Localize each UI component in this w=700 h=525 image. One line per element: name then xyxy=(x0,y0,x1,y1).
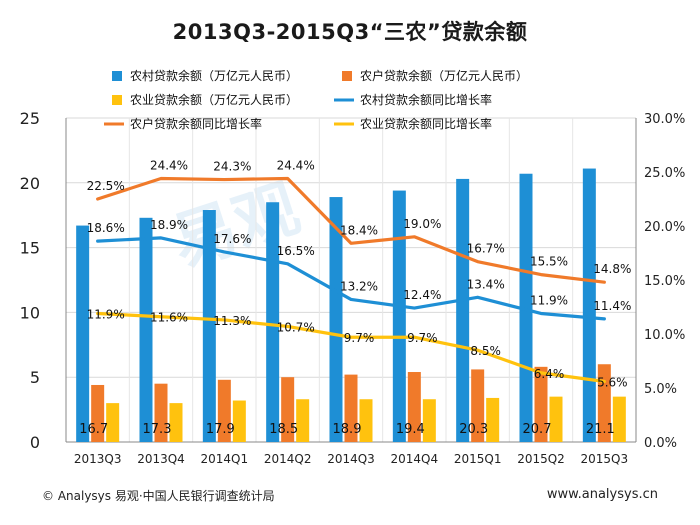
bar-agri-loans xyxy=(106,403,120,442)
line-agri-growth-value-label: 8.5% xyxy=(470,344,501,358)
legend-label: 农户贷款余额同比增长率 xyxy=(130,116,262,131)
bar-rural-value-label: 21.1 xyxy=(586,422,615,437)
line-rural-growth-value-label: 11.9% xyxy=(530,293,568,307)
legend-swatch xyxy=(112,95,122,105)
line-household-growth-value-label: 24.4% xyxy=(150,158,188,172)
bar-rural-value-label: 17.9 xyxy=(206,422,235,437)
x-axis-tick-label: 2015Q1 xyxy=(454,452,502,466)
bar-household-loans xyxy=(597,364,611,442)
right-axis-tick-label: 10.0% xyxy=(644,328,685,343)
right-axis-tick-label: 0.0% xyxy=(644,436,677,451)
line-agri-growth-value-label: 6.4% xyxy=(534,367,565,381)
bar-rural-loans xyxy=(139,217,153,442)
line-agri-growth-value-label: 11.9% xyxy=(87,307,125,321)
right-axis-tick-label: 25.0% xyxy=(644,166,685,181)
bar-rural-loans xyxy=(329,197,343,442)
legend-label: 农户贷款余额（万亿元人民币） xyxy=(360,68,528,83)
bar-household-loans xyxy=(154,383,168,442)
bar-agri-loans xyxy=(486,397,500,442)
bar-household-loans xyxy=(281,377,295,442)
x-axis-tick-label: 2015Q3 xyxy=(581,452,629,466)
line-household-growth-value-label: 18.4% xyxy=(340,223,378,237)
bar-rural-value-label: 19.4 xyxy=(396,422,425,437)
line-household-growth-value-label: 15.5% xyxy=(530,255,568,269)
footer-source: © Analysys 易观·中国人民银行调查统计局 xyxy=(42,489,275,503)
x-axis-tick-label: 2015Q2 xyxy=(517,452,565,466)
x-axis-tick-label: 2014Q4 xyxy=(391,452,439,466)
line-household-growth-value-label: 24.3% xyxy=(213,160,251,174)
line-rural-growth-value-label: 17.6% xyxy=(213,232,251,246)
legend-label: 农业贷款余额同比增长率 xyxy=(360,116,492,131)
bar-agri-loans xyxy=(612,396,626,442)
bar-household-loans xyxy=(344,374,358,442)
bar-rural-value-label: 16.7 xyxy=(79,422,108,437)
bar-rural-value-label: 18.9 xyxy=(333,422,362,437)
bar-household-loans xyxy=(407,372,421,442)
line-rural-growth-value-label: 13.4% xyxy=(467,277,505,291)
line-rural-growth-value-label: 18.6% xyxy=(87,221,125,235)
bar-agri-loans xyxy=(169,403,183,442)
right-axis-tick-label: 30.0% xyxy=(644,112,685,127)
left-axis-tick-label: 20 xyxy=(20,174,40,193)
footer-website: www.analysys.cn xyxy=(546,487,658,502)
bar-rural-loans xyxy=(76,225,90,442)
line-rural-growth-value-label: 12.4% xyxy=(403,288,441,302)
left-axis-tick-label: 25 xyxy=(20,109,40,128)
legend-label: 农村贷款余额（万亿元人民币） xyxy=(130,68,298,83)
bar-agri-loans xyxy=(296,399,310,442)
bar-agri-loans xyxy=(422,399,436,442)
legend-swatch xyxy=(112,71,122,81)
line-household-growth-value-label: 19.0% xyxy=(403,217,441,231)
bar-household-loans xyxy=(217,379,231,442)
line-rural-growth-value-label: 18.9% xyxy=(150,218,188,232)
right-axis-tick-label: 5.0% xyxy=(644,382,677,397)
legend-label: 农业贷款余额（万亿元人民币） xyxy=(130,92,298,107)
line-agri-growth-value-label: 10.7% xyxy=(277,320,315,334)
bar-agri-loans xyxy=(549,396,563,442)
right-axis-tick-label: 15.0% xyxy=(644,274,685,289)
left-axis-tick-label: 0 xyxy=(30,433,40,452)
line-agri-growth-value-label: 9.7% xyxy=(344,331,375,345)
bar-rural-loans xyxy=(582,168,596,442)
bar-household-loans xyxy=(91,384,105,442)
line-agri-growth-value-label: 5.6% xyxy=(597,376,628,390)
bar-rural-loans xyxy=(519,173,533,442)
left-axis-tick-label: 5 xyxy=(30,368,40,387)
left-axis-tick-label: 10 xyxy=(20,303,40,322)
line-rural-growth-value-label: 16.5% xyxy=(277,244,315,258)
line-agri-growth-value-label: 9.7% xyxy=(407,331,438,345)
x-axis-tick-label: 2014Q2 xyxy=(264,452,312,466)
bar-household-loans xyxy=(534,366,548,442)
chart-title: 2013Q3-2015Q3“三农”贷款余额 xyxy=(172,20,528,44)
bar-agri-loans xyxy=(232,400,246,442)
bar-household-loans xyxy=(471,369,485,442)
bar-rural-value-label: 17.3 xyxy=(143,422,172,437)
x-axis-tick-label: 2013Q4 xyxy=(137,452,185,466)
line-household-growth-value-label: 16.7% xyxy=(467,242,505,256)
line-household-growth-value-label: 22.5% xyxy=(87,179,125,193)
bar-rural-loans xyxy=(392,190,406,442)
bar-rural-value-label: 20.7 xyxy=(523,422,552,437)
legend-label: 农村贷款余额同比增长率 xyxy=(360,92,492,107)
bar-rural-loans xyxy=(456,178,470,443)
x-axis-tick-label: 2014Q3 xyxy=(327,452,375,466)
bar-rural-value-label: 18.5 xyxy=(269,422,298,437)
line-rural-growth-value-label: 13.2% xyxy=(340,279,378,293)
left-axis-tick-label: 15 xyxy=(20,239,40,258)
line-agri-growth-value-label: 11.6% xyxy=(150,311,188,325)
right-axis-tick-label: 20.0% xyxy=(644,220,685,235)
x-axis-tick-label: 2013Q3 xyxy=(74,452,122,466)
bar-rural-loans xyxy=(202,210,216,442)
line-household-growth-value-label: 24.4% xyxy=(277,158,315,172)
line-agri-growth-value-label: 11.3% xyxy=(213,314,251,328)
line-rural-growth-value-label: 11.4% xyxy=(593,299,631,313)
x-axis-tick-label: 2014Q1 xyxy=(201,452,249,466)
bar-rural-value-label: 20.3 xyxy=(459,422,488,437)
line-household-growth-value-label: 14.8% xyxy=(593,262,631,276)
legend-swatch xyxy=(342,71,352,81)
bar-agri-loans xyxy=(359,399,373,442)
